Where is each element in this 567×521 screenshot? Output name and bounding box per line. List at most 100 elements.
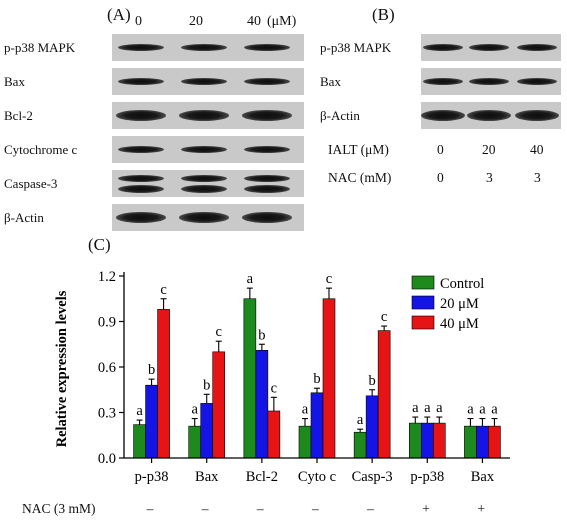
nac-value: – — [256, 501, 264, 516]
blot-band — [469, 78, 509, 85]
blot-band — [181, 146, 227, 153]
panel-a-blot-strip — [112, 68, 304, 95]
significance-label: b — [258, 327, 265, 343]
significance-label: b — [203, 377, 210, 393]
panel-b-row-label: Bax — [320, 73, 341, 89]
significance-label: a — [412, 400, 419, 416]
significance-label: c — [160, 282, 166, 298]
blot-band — [242, 212, 292, 223]
blot-band — [517, 44, 557, 51]
significance-label: a — [191, 402, 198, 418]
bar-40-um — [267, 410, 281, 459]
nac-value: + — [422, 501, 430, 516]
panel-b-blot-strip — [421, 34, 561, 61]
y-tick-label: 1.2 — [98, 269, 116, 285]
blot-band — [517, 78, 557, 85]
bar-control — [408, 422, 422, 459]
blot-band — [179, 110, 229, 121]
panel-a-blot-strip — [112, 102, 304, 129]
blot-band — [423, 44, 463, 51]
significance-label: c — [215, 324, 221, 340]
bar-20-um — [476, 425, 489, 459]
nac-value: – — [146, 501, 154, 516]
panel-a-row-label: Caspase-3 — [4, 175, 58, 191]
blot-band — [118, 78, 164, 85]
x-tick-label: p-p38 — [410, 469, 444, 485]
blot-band — [244, 175, 290, 182]
panel-b-row-label: β-Actin — [320, 107, 360, 123]
bar-40-um — [377, 330, 391, 459]
panel-a-conc-0: 0 — [135, 14, 142, 29]
blot-band — [179, 212, 229, 223]
blot-band — [244, 78, 290, 85]
significance-label: a — [467, 402, 474, 418]
x-tick-label: Bcl-2 — [246, 469, 278, 485]
x-tick-label: Cyto c — [298, 469, 336, 485]
blot-band — [118, 146, 164, 153]
panel-b-blot-strip — [421, 68, 561, 95]
panel-a-blot-strip — [112, 170, 304, 197]
nac-value: + — [477, 501, 486, 516]
legend-swatch — [411, 315, 435, 330]
panel-a-blot-strip — [112, 204, 304, 231]
panel-b-nac-3a: 3 — [486, 170, 493, 185]
panel-a-blot-strip — [112, 136, 304, 163]
significance-label: a — [302, 402, 309, 418]
x-tick-label: p-p38 — [135, 469, 169, 485]
bar-control — [353, 431, 367, 459]
y-tick-label: 0.9 — [98, 315, 116, 331]
panel-b-blot-strip — [421, 102, 561, 129]
blot-band — [515, 110, 559, 121]
panel-b-ialt-20: 20 — [482, 142, 496, 157]
bar-20-um — [420, 422, 434, 459]
panel-a-row-label: β-Actin — [4, 209, 44, 225]
bar-20-um — [365, 395, 379, 459]
bar-20-um — [255, 350, 269, 459]
bar-40-um — [322, 298, 336, 459]
legend-label: 20 μM — [440, 296, 479, 312]
significance-label: a — [136, 403, 143, 419]
bar-control — [464, 425, 477, 459]
nac-value: – — [312, 501, 319, 516]
panel-b-nac-3b: 3 — [534, 170, 541, 185]
nac-value: – — [201, 501, 209, 516]
significance-label: a — [357, 412, 364, 428]
significance-label: a — [424, 400, 431, 416]
bar-40-um — [488, 425, 501, 459]
blot-band — [467, 110, 511, 121]
bar-40-um — [212, 351, 226, 459]
blot-band — [244, 184, 290, 193]
blot-band — [181, 184, 227, 193]
panel-b-ialt-0: 0 — [437, 142, 444, 157]
bar-control — [298, 425, 312, 459]
bar-20-um — [310, 392, 324, 459]
legend-label: Control — [440, 276, 484, 292]
significance-label: c — [271, 380, 277, 396]
y-axis-label: Relative expression levels — [54, 290, 70, 447]
blot-band — [181, 175, 227, 182]
panel-a-row-label: Cytochrome c — [4, 141, 78, 157]
panel-a-blot-strip — [112, 34, 304, 61]
bar-40-um — [157, 309, 170, 459]
x-tick-label: Bax — [195, 469, 219, 485]
panel-a-row-label: Bcl-2 — [4, 107, 33, 123]
blot-band — [423, 78, 463, 85]
panel-a-conc-20: 20 — [189, 14, 203, 29]
significance-label: c — [381, 309, 387, 325]
blot-band — [118, 175, 164, 182]
x-tick-label: Casp-3 — [352, 469, 393, 485]
panel-b-ialt-40: 40 — [530, 142, 544, 157]
legend-swatch — [411, 275, 435, 290]
blot-band — [118, 44, 164, 51]
significance-label: c — [326, 271, 332, 287]
blot-band — [181, 44, 227, 51]
panel-a-label: (A) — [107, 5, 131, 24]
panel-b-nac-label: NAC (mM) — [328, 170, 392, 185]
nac-3mm-label: NAC (3 mM) — [22, 501, 96, 516]
panel-b-row-label: p-p38 MAPK — [320, 39, 392, 55]
blot-band — [244, 146, 290, 153]
panel-c-label: (C) — [88, 235, 111, 254]
panel-a-conc-40: 40 — [247, 14, 261, 29]
blot-band — [118, 184, 164, 193]
